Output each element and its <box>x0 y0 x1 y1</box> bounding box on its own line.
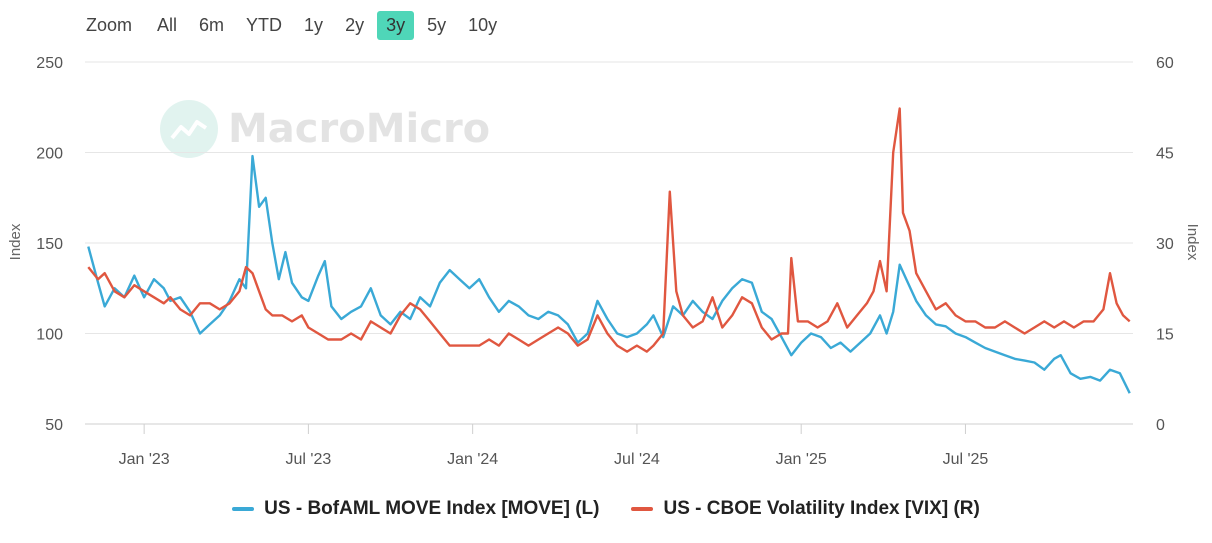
series-layer <box>87 107 1131 394</box>
x-tick-label: Jan '24 <box>447 451 498 468</box>
x-ticks: Jan '23 Jul '23 Jan '24 Jul '24 Jan '25 Jul '… <box>119 424 989 468</box>
legend-item-vix[interactable]: US - CBOE Volatility Index [VIX] (R) <box>631 498 980 520</box>
x-tick-label: Jan '23 <box>119 451 170 468</box>
legend-item-move[interactable]: US - BofAML MOVE Index [MOVE] (L) <box>232 498 599 520</box>
x-tick-label: Jul '23 <box>286 451 332 468</box>
macromicro-logo-icon <box>160 100 218 158</box>
legend-swatch-move <box>232 507 255 511</box>
y-left-tick-label: 100 <box>36 327 63 344</box>
zoom-label: Zoom <box>86 14 133 35</box>
x-tick-label: Jan '25 <box>776 451 827 468</box>
y-axis-right-title: Index <box>1184 224 1201 261</box>
watermark-text: MacroMicro <box>228 106 491 152</box>
range-button-6m[interactable]: 6m <box>199 14 225 35</box>
watermark: MacroMicro <box>160 100 490 158</box>
legend: US - BofAML MOVE Index [MOVE] (L) US - C… <box>0 498 1212 520</box>
y-axis-right: 0 15 30 45 60 <box>1156 55 1174 434</box>
range-button-3y[interactable]: 3y <box>377 10 415 40</box>
legend-label-move: US - BofAML MOVE Index [MOVE] (L) <box>264 498 600 519</box>
y-right-tick-label: 45 <box>1156 146 1174 163</box>
y-right-tick-label: 15 <box>1156 327 1174 344</box>
x-tick-label: Jul '24 <box>614 451 660 468</box>
y-right-tick-label: 0 <box>1156 417 1165 434</box>
y-left-tick-label: 150 <box>36 236 63 253</box>
range-button-2y[interactable]: 2y <box>345 14 365 35</box>
y-right-tick-label: 60 <box>1156 55 1174 72</box>
y-left-tick-label: 50 <box>45 417 63 434</box>
y-left-tick-label: 250 <box>36 55 63 72</box>
range-button-5y[interactable]: 5y <box>427 14 447 35</box>
series-line-vix <box>87 107 1131 353</box>
range-button-1y[interactable]: 1y <box>304 14 324 35</box>
y-right-tick-label: 30 <box>1156 236 1174 253</box>
range-selector: Zoom All 6m YTD 1y 2y 3y 5y 10y <box>80 8 510 42</box>
x-tick-label: Jul '25 <box>943 451 989 468</box>
y-left-tick-label: 200 <box>36 146 63 163</box>
y-axis-left: 50 100 150 200 250 <box>36 55 63 434</box>
legend-label-vix: US - CBOE Volatility Index [VIX] (R) <box>663 498 980 519</box>
legend-swatch-vix <box>631 507 654 511</box>
range-button-all[interactable]: All <box>157 14 178 35</box>
gridlines <box>85 61 1133 334</box>
chart-plot: Jan '23 Jul '23 Jan '24 Jul '24 Jan '25 Jul '… <box>7 55 1201 468</box>
range-button-10y[interactable]: 10y <box>468 14 498 35</box>
range-button-ytd[interactable]: YTD <box>246 14 283 35</box>
y-axis-left-title: Index <box>7 223 24 260</box>
series-line-move <box>87 154 1131 394</box>
